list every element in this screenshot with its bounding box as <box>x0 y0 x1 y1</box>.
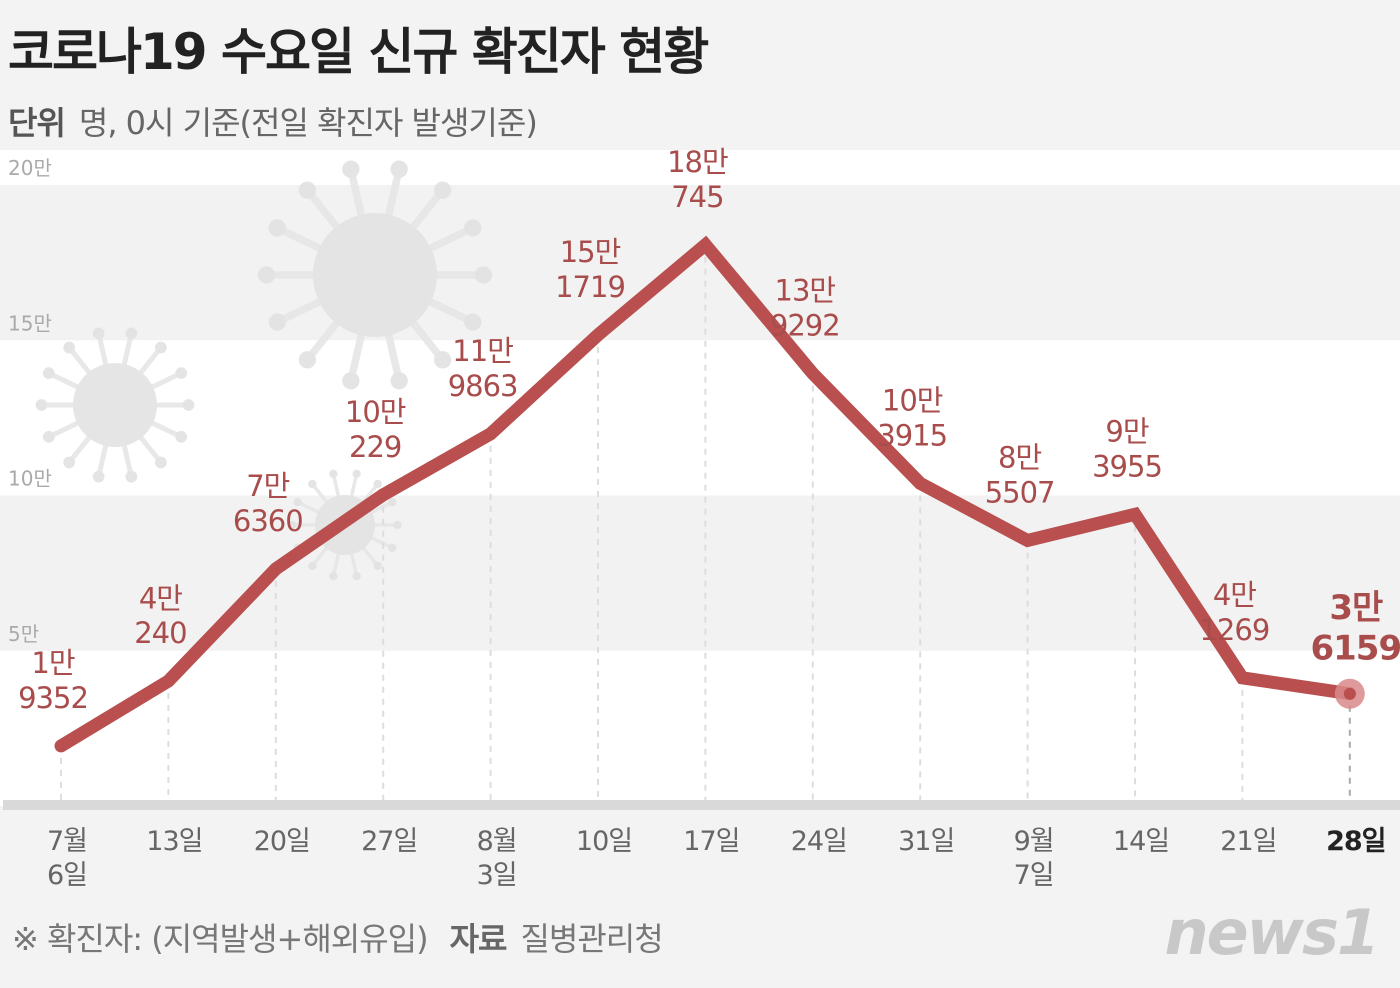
data-label-lower: 3955 <box>1092 449 1162 483</box>
data-label-lower: 229 <box>349 430 401 464</box>
data-label-lower: 745 <box>671 180 723 214</box>
subtitle: 단위 명, 0시 기준(전일 확진자 발생기준) <box>8 98 538 144</box>
unit-label: 단위 <box>8 104 66 142</box>
data-label-lower: 3915 <box>877 418 947 452</box>
data-label-upper: 10만 <box>345 395 406 429</box>
x-tick-label: 21일 <box>1220 826 1276 857</box>
data-label-lower: 6159 <box>1310 629 1400 669</box>
x-tick-label: 10일 <box>576 826 632 857</box>
x-tick-label: 27일 <box>361 826 417 857</box>
source-name: 질병관리청 <box>520 920 663 958</box>
data-label-lower: 9863 <box>448 369 518 403</box>
data-label-lower: 240 <box>134 616 186 650</box>
x-tick-label: 7일 <box>1014 860 1054 891</box>
x-tick-label: 7월 <box>47 826 87 857</box>
data-label-upper: 9만 <box>1105 414 1148 448</box>
data-label-lower: 6360 <box>233 504 303 538</box>
unit-text: 명, 0시 기준(전일 확진자 발생기준) <box>78 104 538 142</box>
news1-logo: news1 <box>1164 896 1380 969</box>
grid-band <box>0 185 1400 341</box>
y-tick-label: 5만 <box>8 622 39 646</box>
y-tick-label: 15만 <box>8 311 52 335</box>
data-label-upper: 7만 <box>246 469 289 503</box>
data-label-upper: 13만 <box>775 274 836 308</box>
footnote-note: ※ 확진자: (지역발생+해외유입) <box>12 920 429 958</box>
footnote: ※ 확진자: (지역발생+해외유입) 자료 질병관리청 <box>12 914 664 960</box>
data-label-upper: 15만 <box>560 235 621 269</box>
x-tick-label: 13일 <box>146 826 202 857</box>
y-tick-label: 20만 <box>8 156 52 180</box>
virus-icon <box>257 160 493 390</box>
x-tick-label: 6일 <box>47 860 87 891</box>
data-label-upper: 1만 <box>31 646 74 680</box>
x-axis <box>3 800 1400 810</box>
data-label-lower: 5507 <box>985 476 1055 510</box>
series-line <box>54 235 1357 753</box>
data-label-upper: 8만 <box>998 441 1041 475</box>
data-label-upper: 10만 <box>882 384 943 418</box>
data-label-lower: 1719 <box>555 270 625 304</box>
y-tick-label: 10만 <box>8 467 52 491</box>
data-label-upper: 4만 <box>1213 578 1256 612</box>
data-point <box>1343 687 1356 700</box>
data-label-lower: 9292 <box>770 308 840 342</box>
x-tick-label: 28일 <box>1326 826 1385 857</box>
x-tick-label: 9월 <box>1014 826 1054 857</box>
x-tick-label: 31일 <box>898 826 954 857</box>
source-label: 자료 <box>449 920 508 958</box>
data-label-upper: 3만 <box>1329 588 1383 628</box>
x-tick-label: 3일 <box>477 860 517 891</box>
data-label-lower: 1269 <box>1199 613 1269 647</box>
data-label-lower: 9352 <box>18 681 88 715</box>
x-tick-label: 20일 <box>254 826 310 857</box>
data-label-upper: 18만 <box>667 145 728 179</box>
x-tick-label: 14일 <box>1113 826 1169 857</box>
data-label-upper: 4만 <box>139 581 182 615</box>
x-tick-label: 8월 <box>477 826 517 857</box>
x-tick-label: 17일 <box>683 826 739 857</box>
page-title: 코로나19 수요일 신규 확진자 현황 <box>8 23 709 81</box>
data-label-upper: 11만 <box>452 334 513 368</box>
virus-icon <box>35 327 195 483</box>
x-tick-label: 24일 <box>791 826 847 857</box>
grid-band <box>0 495 1400 651</box>
